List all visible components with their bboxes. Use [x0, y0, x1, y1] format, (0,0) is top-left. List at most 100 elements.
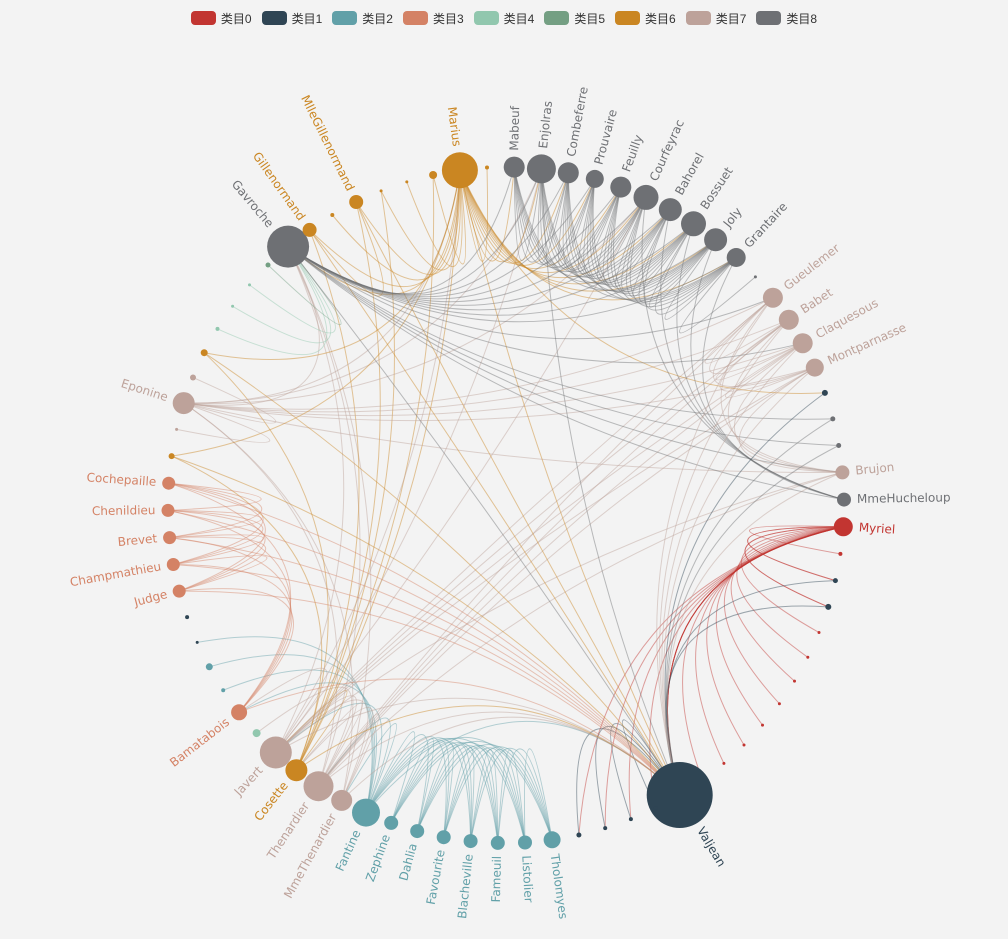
graph-node[interactable]	[248, 283, 251, 287]
graph-node[interactable]	[576, 832, 582, 838]
graph-node[interactable]: Courfeyrac	[633, 117, 687, 210]
graph-node[interactable]: Prouvaire	[585, 108, 620, 188]
node-circle[interactable]	[830, 416, 836, 422]
graph-node[interactable]: Champmathieu	[69, 558, 180, 589]
node-circle[interactable]	[429, 171, 438, 179]
node-circle[interactable]	[704, 228, 728, 252]
graph-node[interactable]	[821, 389, 828, 396]
graph-node[interactable]	[175, 427, 179, 431]
legend-item-4[interactable]: 类目4	[473, 8, 534, 28]
node-circle[interactable]	[805, 358, 824, 377]
graph-node[interactable]: Judge	[132, 584, 186, 610]
graph-node[interactable]	[185, 615, 190, 620]
graph-node[interactable]: Mabeuf	[503, 105, 525, 178]
graph-node[interactable]	[825, 603, 832, 610]
node-circle[interactable]	[503, 156, 525, 178]
graph-node[interactable]	[653, 806, 658, 810]
node-circle[interactable]	[259, 736, 292, 769]
node-circle[interactable]	[349, 195, 364, 209]
node-circle[interactable]	[410, 824, 425, 839]
graph-node[interactable]	[200, 349, 208, 357]
node-circle[interactable]	[836, 443, 842, 448]
graph-node[interactable]	[836, 443, 842, 448]
node-circle[interactable]	[285, 759, 308, 782]
node-circle[interactable]	[331, 789, 353, 811]
graph-node[interactable]: Combeferre	[557, 86, 591, 184]
node-circle[interactable]	[185, 615, 190, 620]
graph-node[interactable]	[817, 631, 821, 634]
graph-node[interactable]	[806, 655, 810, 659]
node-circle[interactable]	[215, 326, 220, 331]
graph-node[interactable]	[777, 702, 781, 706]
node-circle[interactable]	[742, 743, 746, 747]
node-circle[interactable]	[792, 333, 813, 354]
graph-node[interactable]	[231, 304, 235, 308]
graph-node[interactable]: Chenildieu	[92, 503, 175, 518]
graph-node[interactable]: Cochepaille	[86, 470, 176, 490]
node-circle[interactable]	[832, 578, 838, 584]
node-circle[interactable]	[175, 427, 179, 431]
graph-node[interactable]	[722, 761, 726, 765]
node-circle[interactable]	[172, 392, 195, 415]
node-circle[interactable]	[379, 189, 383, 193]
node-circle[interactable]	[248, 283, 251, 287]
legend-item-8[interactable]: 类目8	[756, 8, 817, 28]
node-circle[interactable]	[610, 176, 632, 198]
graph-node[interactable]	[330, 213, 335, 217]
graph-node[interactable]	[832, 578, 838, 584]
node-circle[interactable]	[405, 180, 409, 184]
legend-item-1[interactable]: 类目1	[261, 8, 322, 28]
node-circle[interactable]	[753, 275, 757, 279]
graph-node[interactable]	[195, 640, 199, 644]
node-circle[interactable]	[172, 584, 186, 598]
graph-node[interactable]	[252, 729, 261, 738]
node-circle[interactable]	[557, 162, 579, 184]
node-circle[interactable]	[168, 453, 175, 460]
legend-item-7[interactable]: 类目7	[685, 8, 746, 28]
graph-node[interactable]: MmeHucheloup	[837, 490, 951, 507]
node-circle[interactable]	[653, 806, 658, 810]
node-circle[interactable]	[485, 165, 489, 170]
graph-node[interactable]: Myriel	[833, 517, 896, 537]
node-circle[interactable]	[163, 531, 177, 545]
node-circle[interactable]	[761, 723, 764, 727]
node-circle[interactable]	[726, 248, 746, 267]
graph-node[interactable]: Gillenormand	[250, 149, 317, 237]
node-circle[interactable]	[722, 761, 726, 765]
graph-node[interactable]	[221, 688, 226, 693]
node-circle[interactable]	[166, 558, 180, 571]
graph-node[interactable]	[838, 551, 843, 556]
graph-node[interactable]: Marius	[441, 106, 478, 189]
node-circle[interactable]	[352, 798, 380, 827]
node-circle[interactable]	[821, 389, 828, 396]
graph-node[interactable]	[215, 326, 220, 331]
graph-node[interactable]	[485, 165, 489, 170]
node-circle[interactable]	[463, 834, 478, 849]
node-circle[interactable]	[603, 826, 608, 831]
graph-node[interactable]	[205, 663, 213, 671]
graph-node[interactable]: Joly	[704, 205, 745, 252]
node-circle[interactable]	[835, 465, 850, 480]
node-circle[interactable]	[762, 287, 783, 308]
node-circle[interactable]	[778, 309, 799, 330]
graph-node[interactable]: Fameuil	[489, 835, 505, 903]
node-circle[interactable]	[436, 830, 451, 845]
legend-item-3[interactable]: 类目3	[402, 8, 464, 28]
graph-node[interactable]	[190, 374, 196, 381]
graph-node[interactable]	[168, 453, 175, 460]
node-circle[interactable]	[646, 762, 713, 828]
node-circle[interactable]	[817, 631, 821, 634]
legend-item-0[interactable]: 类目0	[190, 8, 252, 28]
node-circle[interactable]	[585, 169, 604, 188]
node-circle[interactable]	[441, 152, 478, 189]
node-circle[interactable]	[200, 349, 208, 357]
graph-node[interactable]	[405, 180, 409, 184]
graph-node[interactable]: Tholomyes	[543, 831, 571, 920]
node-circle[interactable]	[658, 198, 682, 222]
graph-node[interactable]: Brujon	[835, 460, 895, 480]
node-circle[interactable]	[633, 184, 659, 210]
node-circle[interactable]	[252, 729, 261, 738]
node-circle[interactable]	[195, 640, 199, 644]
graph-node[interactable]	[742, 743, 746, 747]
graph-node[interactable]	[761, 723, 764, 727]
